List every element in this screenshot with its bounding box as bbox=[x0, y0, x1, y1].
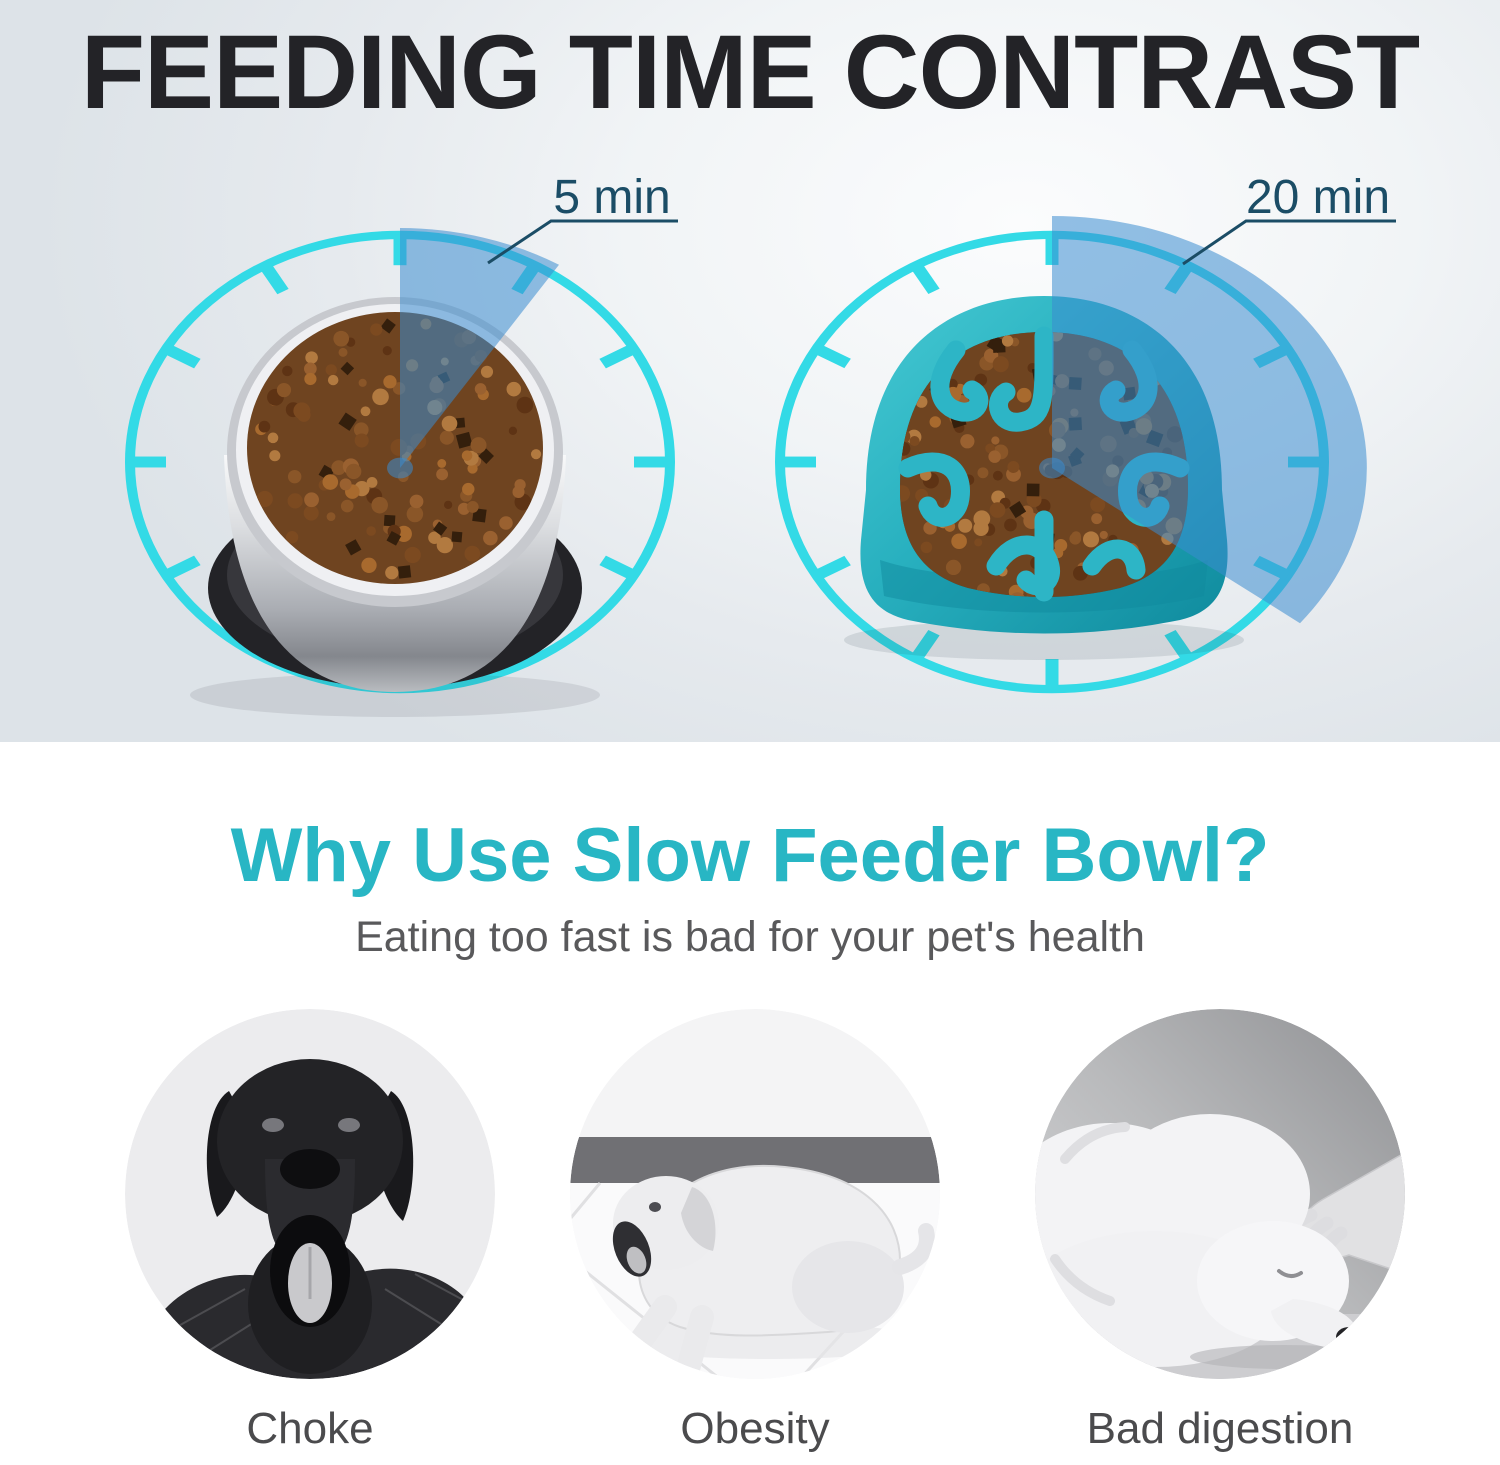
benefits-heading: Why Use Slow Feeder Bowl? bbox=[230, 813, 1270, 898]
label-5min: 5 min bbox=[553, 171, 671, 224]
time-wedge-5min bbox=[387, 228, 559, 479]
benefit-item-bad-digestion: Bad digestion bbox=[1035, 1009, 1405, 1451]
benefit-item-obesity: Obesity bbox=[570, 1009, 940, 1451]
hero-section: FEEDING TIME CONTRAST bbox=[0, 0, 1500, 742]
dog-photo-choke bbox=[125, 1009, 495, 1379]
caption-choke: Choke bbox=[246, 1404, 374, 1453]
caption-obesity: Obesity bbox=[680, 1404, 830, 1453]
leader-line-20min bbox=[1182, 219, 1396, 266]
caption-bad-digestion: Bad digestion bbox=[1086, 1404, 1354, 1453]
benefit-item-choke: Choke bbox=[125, 1009, 495, 1451]
label-20min: 20 min bbox=[1245, 171, 1391, 224]
leader-line-5min bbox=[487, 219, 678, 265]
feeding-time-diagram bbox=[125, 216, 1396, 717]
benefits-subheading: Eating too fast is bad for your pet's he… bbox=[355, 913, 1145, 961]
dog-photo-obesity bbox=[570, 1009, 940, 1379]
page-title: FEEDING TIME CONTRAST bbox=[80, 14, 1420, 131]
time-wedge-20min bbox=[1039, 216, 1367, 624]
dog-photo-bad-digestion bbox=[1035, 1009, 1405, 1379]
